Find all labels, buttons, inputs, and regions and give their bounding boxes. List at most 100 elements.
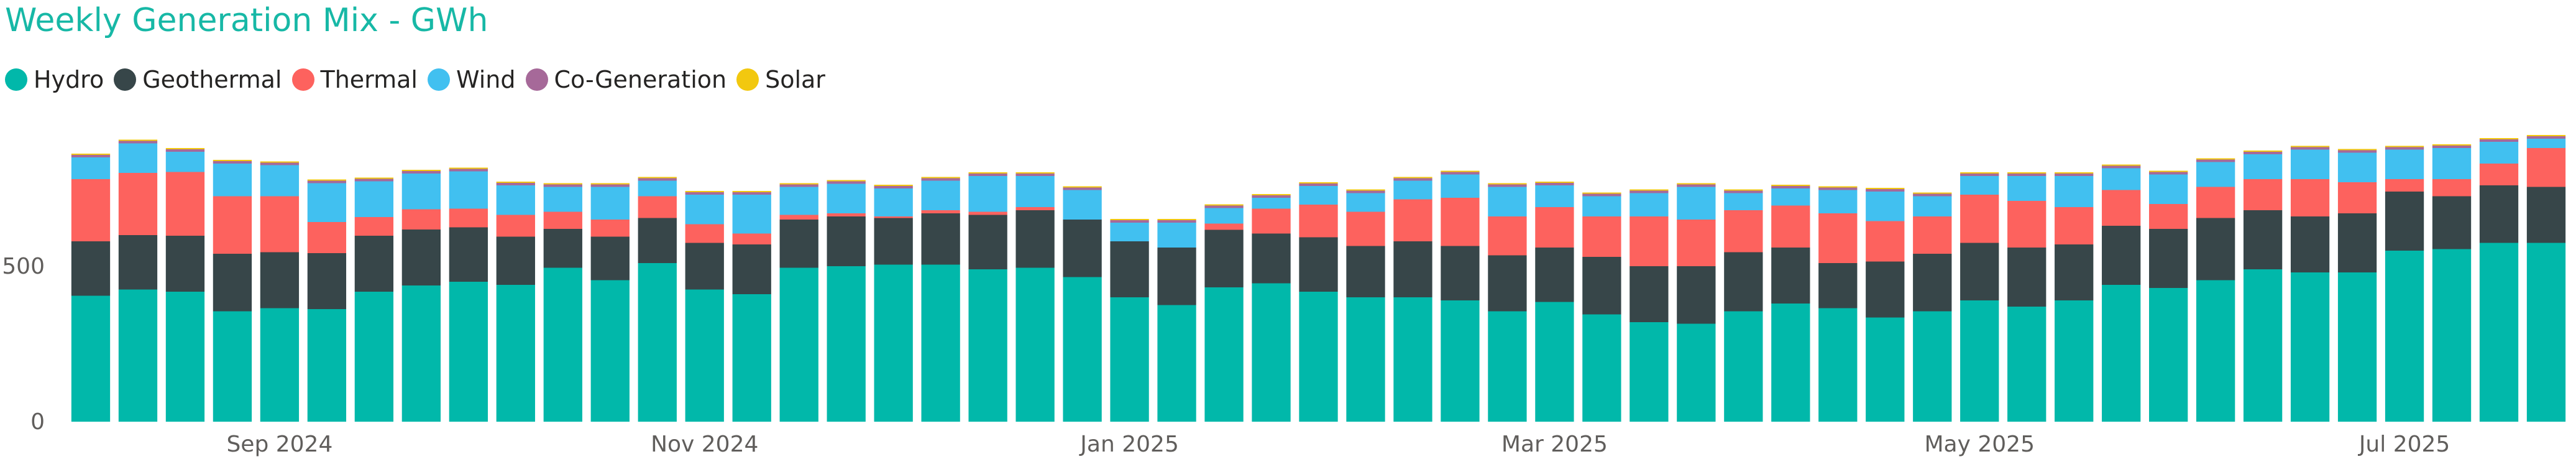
bar-segment-wind[interactable] <box>779 187 818 215</box>
bar-segment-wind[interactable] <box>1488 187 1527 217</box>
bar-segment-solar[interactable] <box>2479 138 2519 139</box>
bar-segment-co-generation[interactable] <box>1629 190 1669 193</box>
bar-stack[interactable] <box>1393 177 1432 422</box>
bar-segment-hydro[interactable] <box>71 295 111 422</box>
bar-segment-geothermal[interactable] <box>968 215 1007 270</box>
bar-stack[interactable] <box>2385 146 2424 422</box>
bar-segment-co-generation[interactable] <box>118 141 158 144</box>
bar-segment-hydro[interactable] <box>827 266 866 422</box>
bar-segment-solar[interactable] <box>968 172 1007 174</box>
bar-stack[interactable] <box>1866 188 1905 422</box>
bar-segment-geothermal[interactable] <box>2102 226 2141 285</box>
bar-segment-co-generation[interactable] <box>1393 178 1432 181</box>
bar-segment-hydro[interactable] <box>1818 308 1858 422</box>
bar-segment-geothermal[interactable] <box>1535 248 1574 302</box>
bar-segment-hydro[interactable] <box>921 264 960 422</box>
bar-stack[interactable] <box>496 182 535 422</box>
bar-segment-wind[interactable] <box>354 181 394 218</box>
bar-segment-geothermal[interactable] <box>1629 266 1669 322</box>
bar-segment-co-generation[interactable] <box>1960 174 1999 176</box>
bar-segment-thermal[interactable] <box>2243 179 2283 210</box>
bar-stack[interactable] <box>118 139 158 422</box>
bar-stack[interactable] <box>2243 151 2283 422</box>
bar-segment-geothermal[interactable] <box>1488 255 1527 312</box>
bar-segment-hydro[interactable] <box>1866 317 1905 422</box>
bar-segment-thermal[interactable] <box>307 222 347 253</box>
bar-segment-co-generation[interactable] <box>968 174 1007 176</box>
bar-stack[interactable] <box>401 170 441 422</box>
bar-segment-wind[interactable] <box>1582 196 1621 217</box>
bar-segment-wind[interactable] <box>1204 208 1244 224</box>
bar-segment-solar[interactable] <box>921 177 960 178</box>
bar-stack[interactable] <box>968 172 1007 422</box>
bar-stack[interactable] <box>1771 185 1810 422</box>
bar-segment-wind[interactable] <box>1015 176 1055 207</box>
bar-segment-thermal[interactable] <box>1015 207 1055 210</box>
bar-segment-solar[interactable] <box>1629 189 1669 191</box>
bar-segment-co-generation[interactable] <box>1204 205 1244 208</box>
bar-segment-thermal[interactable] <box>213 196 252 254</box>
bar-stack[interactable] <box>590 183 630 422</box>
bar-segment-wind[interactable] <box>1063 190 1102 220</box>
bar-segment-solar[interactable] <box>2055 172 2094 174</box>
bar-segment-solar[interactable] <box>1535 182 1574 183</box>
bar-stack[interactable] <box>1204 204 1244 422</box>
bar-segment-geothermal[interactable] <box>449 227 488 282</box>
bar-segment-thermal[interactable] <box>71 179 111 241</box>
bar-segment-co-generation[interactable] <box>685 192 724 195</box>
bar-segment-thermal[interactable] <box>827 213 866 216</box>
bar-segment-thermal[interactable] <box>1771 205 1810 248</box>
bar-segment-geothermal[interactable] <box>496 236 535 285</box>
bar-segment-co-generation[interactable] <box>543 184 582 187</box>
bar-segment-wind[interactable] <box>1441 174 1480 198</box>
bar-segment-geothermal[interactable] <box>1818 263 1858 308</box>
bar-segment-hydro[interactable] <box>2102 285 2141 422</box>
bar-segment-geothermal[interactable] <box>543 229 582 268</box>
bar-segment-co-generation[interactable] <box>307 180 347 183</box>
bar-segment-hydro[interactable] <box>401 285 441 422</box>
bar-segment-co-generation[interactable] <box>1913 193 1952 197</box>
bar-stack[interactable] <box>1110 219 1149 422</box>
bar-segment-thermal[interactable] <box>2432 179 2472 197</box>
bar-segment-co-generation[interactable] <box>1157 220 1196 223</box>
bar-stack[interactable] <box>2479 138 2519 422</box>
bar-segment-wind[interactable] <box>590 187 630 220</box>
bar-segment-hydro[interactable] <box>1488 311 1527 422</box>
bar-segment-geothermal[interactable] <box>1724 252 1763 312</box>
bar-segment-geothermal[interactable] <box>1866 261 1905 318</box>
bar-segment-hydro[interactable] <box>1204 287 1244 422</box>
bar-segment-hydro[interactable] <box>2290 272 2330 422</box>
bar-segment-solar[interactable] <box>1110 219 1149 220</box>
bar-segment-wind[interactable] <box>1629 193 1669 217</box>
bar-segment-solar[interactable] <box>1252 194 1291 195</box>
bar-segment-co-generation[interactable] <box>1535 183 1574 185</box>
bar-segment-thermal[interactable] <box>1488 216 1527 256</box>
bar-segment-hydro[interactable] <box>638 263 677 422</box>
bar-segment-thermal[interactable] <box>2007 201 2047 248</box>
bar-stack[interactable] <box>71 154 111 422</box>
bar-stack[interactable] <box>543 183 582 422</box>
bar-segment-solar[interactable] <box>354 177 394 179</box>
bar-segment-solar[interactable] <box>1960 172 1999 174</box>
bar-segment-geothermal[interactable] <box>1441 246 1480 301</box>
bar-segment-geothermal[interactable] <box>2243 210 2283 269</box>
bar-segment-wind[interactable] <box>1110 223 1149 241</box>
bar-stack[interactable] <box>1252 194 1291 422</box>
bar-segment-co-generation[interactable] <box>165 149 205 152</box>
bar-segment-geothermal[interactable] <box>401 230 441 285</box>
bar-segment-thermal[interactable] <box>1629 216 1669 266</box>
bar-segment-solar[interactable] <box>543 183 582 185</box>
bar-segment-thermal[interactable] <box>2526 148 2566 187</box>
legend-item-co-generation[interactable]: Co-Generation <box>525 65 727 95</box>
bar-segment-thermal[interactable] <box>2385 179 2424 192</box>
bar-segment-co-generation[interactable] <box>2243 152 2283 154</box>
bar-segment-geothermal[interactable] <box>2526 187 2566 243</box>
bar-segment-solar[interactable] <box>1204 204 1244 206</box>
bar-segment-hydro[interactable] <box>2479 243 2519 422</box>
bar-segment-co-generation[interactable] <box>732 192 771 195</box>
bar-segment-solar[interactable] <box>1724 189 1763 191</box>
bar-segment-wind[interactable] <box>2055 176 2094 207</box>
bar-segment-wind[interactable] <box>401 174 441 210</box>
bar-segment-thermal[interactable] <box>2196 187 2235 218</box>
bar-segment-thermal[interactable] <box>685 224 724 243</box>
